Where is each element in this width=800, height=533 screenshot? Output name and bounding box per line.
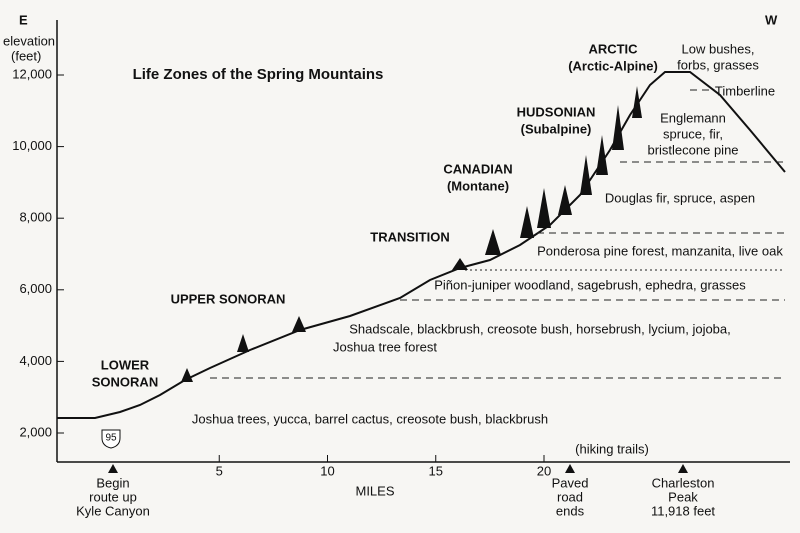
title: Life Zones of the Spring Mountains — [133, 66, 384, 83]
zone-description: bristlecone pine — [647, 142, 738, 157]
x-tick-label: 10 — [320, 463, 334, 478]
zone-name: UPPER SONORAN — [171, 291, 286, 306]
zone-description: Ponderosa pine forest, manzanita, live o… — [537, 243, 783, 258]
zone-name: TRANSITION — [370, 229, 449, 244]
zone-name: (Subalpine) — [521, 121, 592, 136]
marker-label: Charleston — [652, 475, 715, 490]
zone-name: LOWER — [101, 357, 150, 372]
x-tick-label: 20 — [537, 463, 551, 478]
zone-name: (Montane) — [447, 178, 509, 193]
y-tick-label: 2,000 — [19, 424, 52, 439]
marker-label: Kyle Canyon — [76, 503, 150, 518]
zone-description: Shadscale, blackbrush, creosote bush, ho… — [349, 321, 731, 336]
shield-number: 95 — [105, 433, 117, 444]
marker-label: road — [557, 489, 583, 504]
zone-description: Joshua trees, yucca, barrel cactus, creo… — [192, 411, 548, 426]
zone-description: Timberline — [715, 83, 775, 98]
zone-description: Piñon-juniper woodland, sagebrush, ephed… — [434, 277, 746, 292]
marker-triangle — [565, 464, 575, 473]
marker-triangle — [108, 464, 118, 473]
zone-boundaries — [210, 89, 785, 379]
zone-description: Douglas fir, spruce, aspen — [605, 190, 755, 205]
west-label: W — [765, 12, 778, 27]
marker-label: 11,918 feet — [651, 503, 715, 518]
marker-label: Begin — [96, 475, 129, 490]
zone-description: forbs, grasses — [677, 57, 759, 72]
marker-label: Paved — [552, 475, 589, 490]
y-tick-label: 10,000 — [12, 138, 52, 153]
east-label: E — [19, 12, 28, 27]
x-axis-label: MILES — [355, 483, 394, 498]
x-tick-label: 5 — [216, 463, 223, 478]
route-shield: 95 — [101, 429, 121, 449]
hiking-trails: (hiking trails) — [575, 441, 649, 456]
marker-triangle — [678, 464, 688, 473]
marker-label: ends — [556, 503, 585, 518]
zone-name: HUDSONIAN — [517, 104, 596, 119]
x-tick-label: 15 — [429, 463, 443, 478]
marker-label: route up — [89, 489, 137, 504]
zone-description: Englemann — [660, 110, 726, 125]
zone-name: SONORAN — [92, 374, 158, 389]
zone-name: CANADIAN — [443, 161, 512, 176]
zone-name: (Arctic-Alpine) — [568, 58, 658, 73]
y-tick-label: 8,000 — [19, 210, 52, 225]
zone-name: ARCTIC — [588, 41, 638, 56]
zone-description: Low bushes, — [682, 41, 755, 56]
shield-shape — [101, 429, 121, 449]
y-tick-label: 4,000 — [19, 353, 52, 368]
zone-description: spruce, fir, — [663, 126, 723, 141]
marker-label: Peak — [668, 489, 698, 504]
y-tick-label: 6,000 — [19, 281, 52, 296]
y-axis-label: elevation — [3, 33, 55, 48]
y-tick-label: 12,000 — [12, 66, 52, 81]
zone-description: Joshua tree forest — [333, 339, 437, 354]
y-axis-label: (feet) — [11, 48, 41, 63]
